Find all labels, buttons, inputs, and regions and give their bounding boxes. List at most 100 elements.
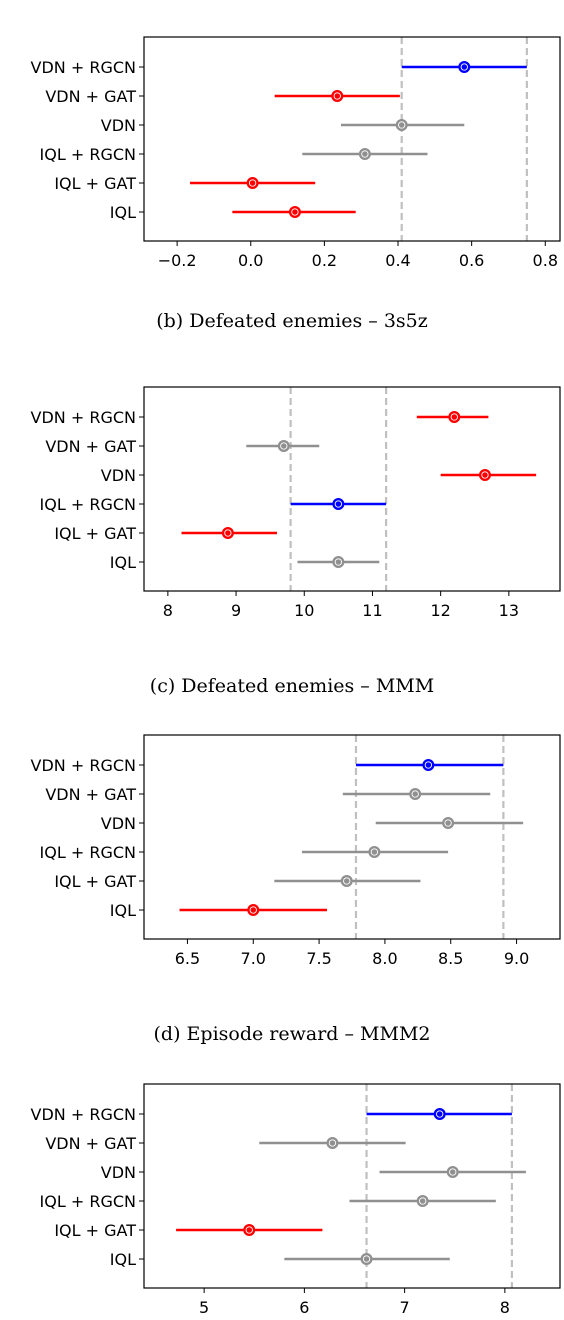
mean-marker-ring: [460, 63, 468, 71]
mean-marker-ring: [436, 1110, 444, 1118]
errorbar-row: [181, 527, 277, 539]
mean-marker: [221, 527, 234, 539]
subplot-1: VDN + RGCN VDN + GAT VDN IQL + RGCN IQL + GA…: [31, 36, 561, 270]
mean-marker: [416, 1195, 429, 1207]
x-tick-label: 0.2: [312, 251, 337, 270]
errorbar-row: [379, 1166, 526, 1178]
mean-marker: [326, 1137, 339, 1149]
errorbar-row: [232, 206, 356, 218]
category-label: VDN + RGCN: [31, 756, 136, 775]
x-tick-label: 10: [294, 601, 314, 620]
category-label: IQL + GAT: [54, 872, 136, 891]
mean-marker-ring: [333, 92, 341, 100]
x-tick-label: 7.5: [306, 949, 331, 968]
mean-marker: [368, 846, 381, 858]
mean-marker: [442, 817, 455, 829]
mean-marker: [331, 90, 344, 102]
category-label: IQL + GAT: [54, 524, 136, 543]
category-label: IQL + RGCN: [40, 1192, 136, 1211]
mean-marker-ring: [424, 761, 433, 769]
mean-marker: [458, 61, 471, 73]
mean-marker: [360, 1253, 373, 1265]
errorbar-row: [375, 817, 524, 829]
x-tick-label: 8: [500, 1298, 510, 1317]
mean-marker: [395, 119, 408, 131]
category-label: VDN + GAT: [45, 785, 136, 804]
x-tick-label: 13: [499, 601, 519, 620]
category-label: IQL: [110, 1250, 136, 1269]
mean-marker: [358, 148, 371, 160]
category-label: IQL + RGCN: [40, 145, 136, 164]
errorbar-row: [349, 1195, 496, 1207]
category-label: VDN + GAT: [45, 87, 136, 106]
mean-marker: [433, 1108, 446, 1120]
mean-marker: [288, 206, 301, 218]
mean-marker-ring: [370, 848, 379, 856]
x-tick-label: 8.0: [372, 949, 397, 968]
category-label: IQL: [110, 901, 136, 920]
x-tick-label: 0.8: [533, 251, 558, 270]
subplot-4: (d) Episode reward – MMM2 VDN + RGCN VDN +…: [31, 1023, 561, 1317]
category-label: VDN + GAT: [45, 437, 136, 456]
mean-marker: [448, 411, 461, 423]
x-tick-label: 0.4: [385, 251, 410, 270]
x-tick-label: 6.5: [175, 949, 200, 968]
x-tick-label: 7: [400, 1298, 410, 1317]
x-tick-label: −0.2: [158, 251, 197, 270]
category-label: IQL + GAT: [54, 1221, 136, 1240]
errorbar-row: [340, 119, 465, 131]
x-tick-label: 6: [299, 1298, 309, 1317]
errorbar-row: [366, 1108, 512, 1120]
mean-marker-ring: [450, 413, 458, 421]
mean-marker-ring: [362, 1255, 371, 1263]
mean-marker-ring: [334, 558, 343, 566]
errorbar-row: [301, 846, 449, 858]
x-tick-label: 8: [163, 601, 173, 620]
mean-marker-ring: [419, 1197, 427, 1205]
mean-marker-ring: [328, 1139, 337, 1147]
category-label: VDN + RGCN: [31, 1105, 136, 1124]
x-tick-label: 5: [199, 1298, 209, 1317]
category-label: VDN: [101, 814, 136, 833]
axes-frame: [143, 734, 561, 940]
mean-marker: [243, 1224, 256, 1236]
errorbar-row: [179, 904, 327, 916]
category-label: VDN + GAT: [45, 1134, 136, 1153]
mean-marker-ring: [334, 500, 343, 508]
mean-marker: [446, 1166, 459, 1178]
mean-marker: [422, 759, 435, 771]
axes-frame: [143, 1083, 561, 1289]
mean-marker: [332, 556, 345, 568]
x-tick-label: 12: [430, 601, 450, 620]
errorbar-row: [290, 498, 387, 510]
mean-marker-ring: [343, 877, 351, 885]
subplot-2: (b) Defeated enemies – 3s5z VDN + RGCN VDN…: [31, 310, 561, 620]
x-tick-label: 8.5: [438, 949, 463, 968]
errorbar-row: [274, 90, 400, 102]
subplot-caption: (b) Defeated enemies – 3s5z: [156, 310, 428, 332]
x-tick-label: 0.6: [459, 251, 484, 270]
category-label: IQL: [110, 553, 136, 572]
mean-marker-ring: [449, 1168, 457, 1176]
mean-marker: [247, 904, 260, 916]
x-tick-label: 7.0: [241, 949, 266, 968]
errorbar-row: [274, 875, 421, 887]
subplot-caption: (d) Episode reward – MMM2: [154, 1023, 431, 1045]
mean-marker: [340, 875, 353, 887]
errorbar-row: [416, 411, 489, 423]
mean-marker-ring: [245, 1226, 253, 1234]
errorbar-row: [246, 440, 320, 452]
mean-marker-ring: [280, 442, 288, 450]
subplot-caption: (c) Defeated enemies – MMM: [150, 675, 434, 697]
mean-marker-ring: [398, 121, 406, 129]
category-label: IQL: [110, 203, 136, 222]
mean-marker: [478, 469, 491, 481]
category-label: VDN + RGCN: [31, 408, 136, 427]
subplot-3: (c) Defeated enemies – MMM VDN + RGCN VDN …: [31, 675, 561, 968]
mean-marker-ring: [444, 819, 452, 827]
axes-frame: [143, 386, 561, 592]
category-label: VDN: [101, 466, 136, 485]
category-label: VDN: [101, 1163, 136, 1182]
mean-marker-ring: [361, 150, 369, 158]
